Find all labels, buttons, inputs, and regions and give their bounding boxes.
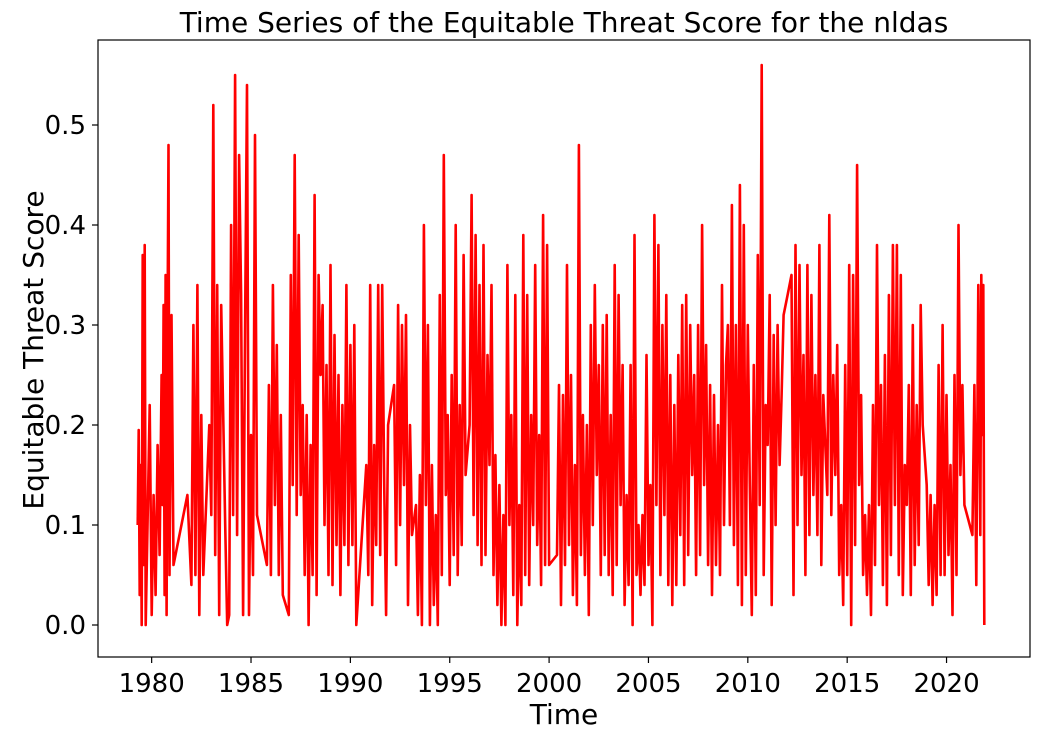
x-tick-label: 1985 bbox=[218, 669, 284, 699]
x-tick-label: 1980 bbox=[119, 669, 185, 699]
x-tick-label: 2015 bbox=[814, 669, 880, 699]
x-tick-label: 2005 bbox=[615, 669, 681, 699]
x-tick-label: 2020 bbox=[913, 669, 979, 699]
x-tick-label: 1995 bbox=[417, 669, 483, 699]
series-line-0 bbox=[136, 63, 986, 627]
y-tick-label: 0.2 bbox=[45, 411, 86, 441]
y-tick-label: 0.0 bbox=[45, 611, 86, 641]
x-tick-label: 2000 bbox=[516, 669, 582, 699]
y-tick-label: 0.1 bbox=[45, 511, 86, 541]
y-tick-label: 0.5 bbox=[45, 111, 86, 141]
y-tick-label: 0.3 bbox=[45, 311, 86, 341]
y-axis-ticks: 0.0 0.1 0.2 0.3 0.4 0.5 bbox=[45, 111, 98, 641]
plot-frame bbox=[97, 39, 1031, 658]
plot-area bbox=[136, 63, 986, 627]
x-tick-label: 1990 bbox=[317, 669, 383, 699]
y-tick-label: 0.4 bbox=[45, 211, 86, 241]
x-axis-ticks: 1980 1985 1990 1995 2000 2005 2010 2015 2020 bbox=[119, 657, 980, 699]
x-tick-label: 2010 bbox=[715, 669, 781, 699]
x-axis-label: Time bbox=[529, 698, 599, 731]
y-axis-label: Equitable Threat Score bbox=[17, 190, 50, 509]
chart-title: Time Series of the Equitable Threat Scor… bbox=[179, 6, 949, 39]
